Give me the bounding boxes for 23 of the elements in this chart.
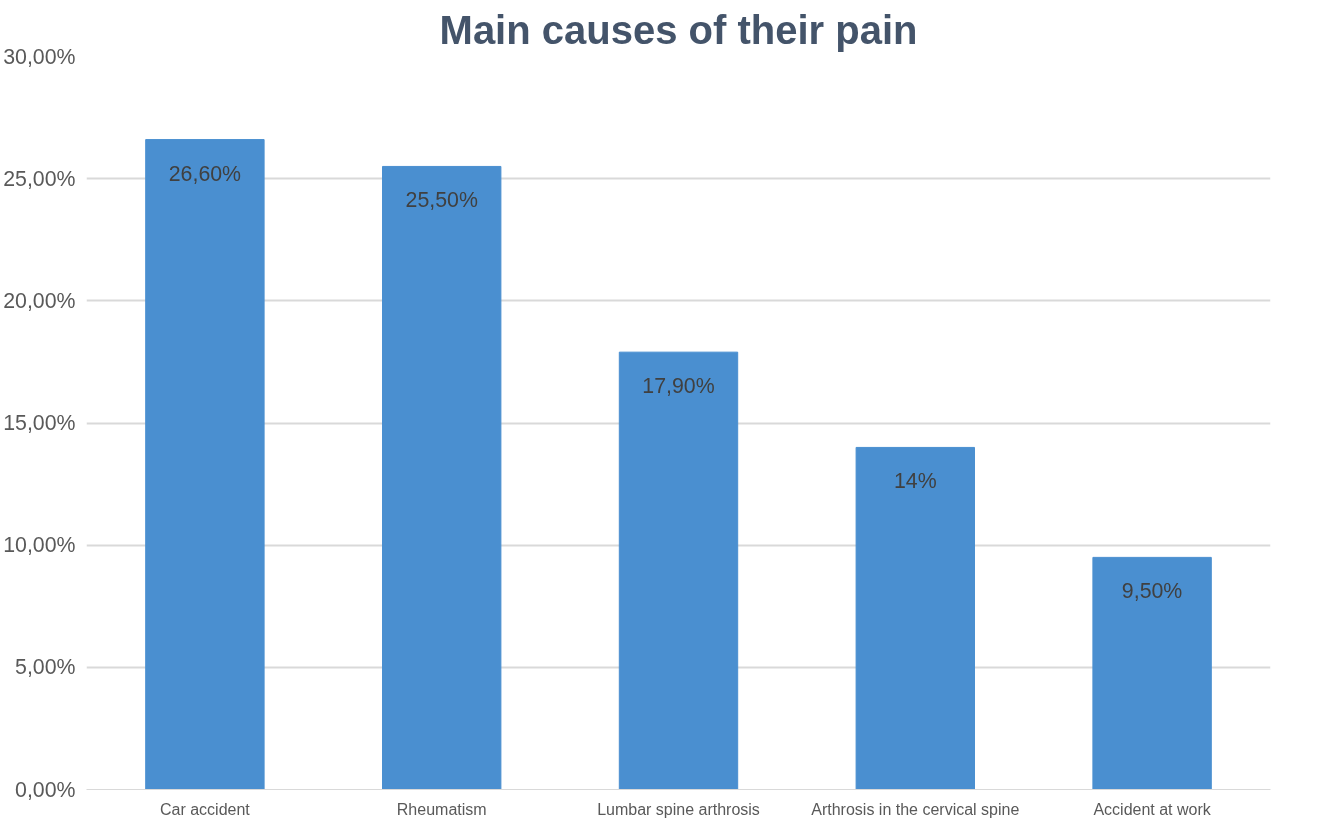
y-tick-label: 20,00% — [3, 288, 76, 313]
x-tick-label: Rheumatism — [396, 800, 487, 818]
y-tick-label: 15,00% — [3, 411, 76, 435]
bar — [855, 446, 975, 790]
x-tick-label: Car accident — [159, 800, 251, 818]
y-tick-label: 10,00% — [3, 533, 76, 558]
chart-title: Main causes of their pain — [439, 7, 918, 52]
y-tick-label: 25,00% — [3, 166, 76, 191]
x-tick-label: Arthrosis in the cervical spine — [811, 800, 1020, 818]
x-tick-label: Accident at work — [1093, 800, 1212, 818]
bar — [618, 351, 739, 790]
y-tick-label: 5,00% — [15, 655, 76, 680]
bar — [1092, 556, 1212, 790]
y-tick-label: 30,00% — [3, 44, 76, 69]
bar — [145, 139, 265, 790]
data-label: 26,60% — [168, 161, 242, 186]
data-label: 9,50% — [1121, 579, 1183, 604]
data-label: 25,50% — [405, 188, 478, 213]
bar — [382, 165, 502, 790]
data-label: 14% — [893, 469, 937, 494]
x-tick-label: Lumbar spine arthrosis — [597, 800, 760, 818]
data-label: 17,90% — [642, 374, 715, 399]
y-tick-label: 0,00% — [15, 777, 76, 802]
